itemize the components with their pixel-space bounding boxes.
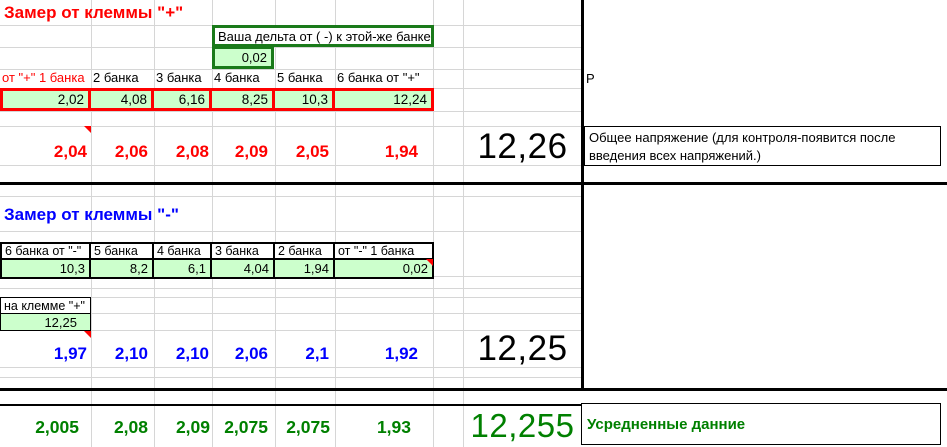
- plus-total-voltage: 12,26: [477, 127, 568, 166]
- gridline: [0, 330, 581, 331]
- gridline: [0, 313, 581, 314]
- col-header-bank6-plus: 6 банка от "+": [337, 70, 420, 85]
- minus-sum-cell: 2,06: [234, 344, 268, 363]
- section-divider: [0, 388, 947, 391]
- minus-value-cell[interactable]: 6,1: [154, 260, 212, 277]
- gridline: [154, 0, 155, 447]
- gridline: [0, 377, 581, 378]
- col-header-bank2: 2 банка: [275, 244, 335, 260]
- minus-value-cell[interactable]: 10,3: [2, 260, 91, 277]
- gridline: [433, 0, 434, 447]
- terminal-value: 12,25: [44, 314, 77, 330]
- minus-header-row: 6 банка от "-" 5 банка 4 банка 3 банка 2…: [2, 244, 432, 260]
- gridline: [275, 0, 276, 447]
- plus-sum-cell: 2,09: [234, 142, 268, 161]
- plus-value-cell[interactable]: 10,3: [275, 91, 335, 108]
- plus-value-cell[interactable]: 8,25: [212, 91, 275, 108]
- minus-sum-cell: 2,10: [175, 344, 209, 363]
- gridline: [91, 0, 92, 447]
- gridline: [0, 111, 581, 112]
- gridline: [0, 231, 581, 232]
- section-divider: [0, 182, 947, 185]
- delta-label-cell: Ваша дельта от ( -) к этой-же банке: [212, 25, 434, 47]
- gridline: [335, 0, 336, 447]
- plus-value-cell[interactable]: 12,24: [393, 92, 427, 107]
- col-header-bank4: 4 банка: [214, 70, 260, 85]
- plus-sum-cell: 2,06: [114, 142, 148, 161]
- plus-value-cell[interactable]: 2,02: [3, 91, 91, 108]
- averaged-cell: 2,005: [35, 416, 79, 437]
- note-line2: введения всех напряжений.): [589, 148, 761, 163]
- col-header-bank6-minus: 6 банка от "-": [2, 244, 91, 260]
- averaged-cell: 1,93: [376, 416, 411, 437]
- minus-value-cell[interactable]: 0,02: [335, 260, 432, 277]
- col-header-bank5: 5 банка: [277, 70, 323, 85]
- gridline: [0, 297, 581, 298]
- terminal-value-cell[interactable]: 12,25: [0, 313, 91, 331]
- minus-values-row: 10,3 8,2 6,1 4,04 1,94 0,02: [2, 260, 432, 277]
- averaged-label-box: Усредненные данние: [581, 403, 941, 445]
- col-header-bank3: 3 банка: [156, 70, 202, 85]
- plus-value-cell[interactable]: 4,08: [91, 91, 154, 108]
- averaged-row-top-border: [0, 404, 582, 406]
- section-title-minus: Замер от клеммы "-": [4, 205, 179, 224]
- minus-sum-cell: 2,10: [114, 344, 148, 363]
- comment-marker-icon: [84, 331, 91, 338]
- minus-value-cell[interactable]: 1,94: [275, 260, 335, 277]
- plus-sum-cell: 1,94: [384, 142, 418, 161]
- terminal-label-cell: на клемме "+": [0, 297, 91, 314]
- gridline: [0, 47, 581, 48]
- delta-label: Ваша дельта от ( -) к этой-же банке: [218, 28, 431, 44]
- minus-value-cell[interactable]: 8,2: [91, 260, 154, 277]
- gridline: [212, 0, 213, 447]
- minus-sums-row: 1,97 2,10 2,10 2,06 2,1 1,92: [0, 330, 433, 364]
- plus-value-cell[interactable]: 6,16: [154, 91, 212, 108]
- vertical-divider: [581, 0, 584, 391]
- p-label: Р: [586, 71, 595, 86]
- note-line1: Общее напряжение (для контроля-появится …: [589, 130, 896, 145]
- averaged-cell: 2,075: [286, 416, 330, 437]
- terminal-label: на клемме "+": [4, 298, 85, 313]
- plus-sums-row: 2,04 2,06 2,08 2,09 2,05 1,94: [0, 126, 433, 162]
- minus-sum-cell: 1,92: [384, 344, 418, 363]
- gridline: [0, 165, 581, 166]
- averaged-cell: 2,09: [175, 416, 210, 437]
- note-box: Общее напряжение (для контроля-появится …: [584, 126, 941, 166]
- col-header-bank2: 2 банка: [93, 70, 139, 85]
- gridline: [463, 0, 464, 447]
- gridline: [0, 126, 581, 127]
- delta-value: 0,02: [241, 50, 267, 65]
- plus-values-row: 2,02 4,08 6,16 8,25 10,3 12,24: [0, 88, 434, 111]
- averaged-label: Усредненные данние: [587, 415, 746, 433]
- averaged-cell: 2,08: [113, 416, 148, 437]
- averaged-total: 12,255: [470, 407, 575, 444]
- col-header-bank5: 5 банка: [91, 244, 154, 260]
- averaged-values-row: 2,005 2,08 2,09 2,075 2,075 1,93: [0, 407, 433, 443]
- col-header-bank3: 3 банка: [212, 244, 275, 260]
- plus-sum-cell: 2,08: [175, 142, 209, 161]
- minus-value-cell[interactable]: 4,04: [212, 260, 275, 277]
- gridline: [0, 69, 581, 70]
- comment-marker-icon: [426, 259, 433, 266]
- col-header-bank1-plus: от "+" 1 банка: [2, 70, 85, 85]
- comment-marker-icon: [84, 126, 91, 133]
- plus-sum-cell: 2,04: [53, 142, 87, 161]
- minus-sum-cell: 2,1: [305, 344, 329, 363]
- delta-value-cell[interactable]: 0,02: [212, 46, 274, 69]
- section-title-plus: Замер от клеммы "+": [4, 3, 184, 22]
- gridline: [0, 196, 581, 197]
- averaged-cell: 2,075: [224, 416, 268, 437]
- minus-total-voltage: 12,25: [477, 329, 568, 368]
- minus-table: 6 банка от "-" 5 банка 4 банка 3 банка 2…: [0, 242, 434, 279]
- gridline: [0, 288, 581, 289]
- minus-sum-cell: 1,97: [53, 344, 87, 363]
- col-header-bank1-minus: от "-" 1 банка: [335, 244, 432, 260]
- col-header-bank4: 4 банка: [154, 244, 212, 260]
- gridline: [0, 367, 581, 368]
- plus-sum-cell: 2,05: [295, 142, 329, 161]
